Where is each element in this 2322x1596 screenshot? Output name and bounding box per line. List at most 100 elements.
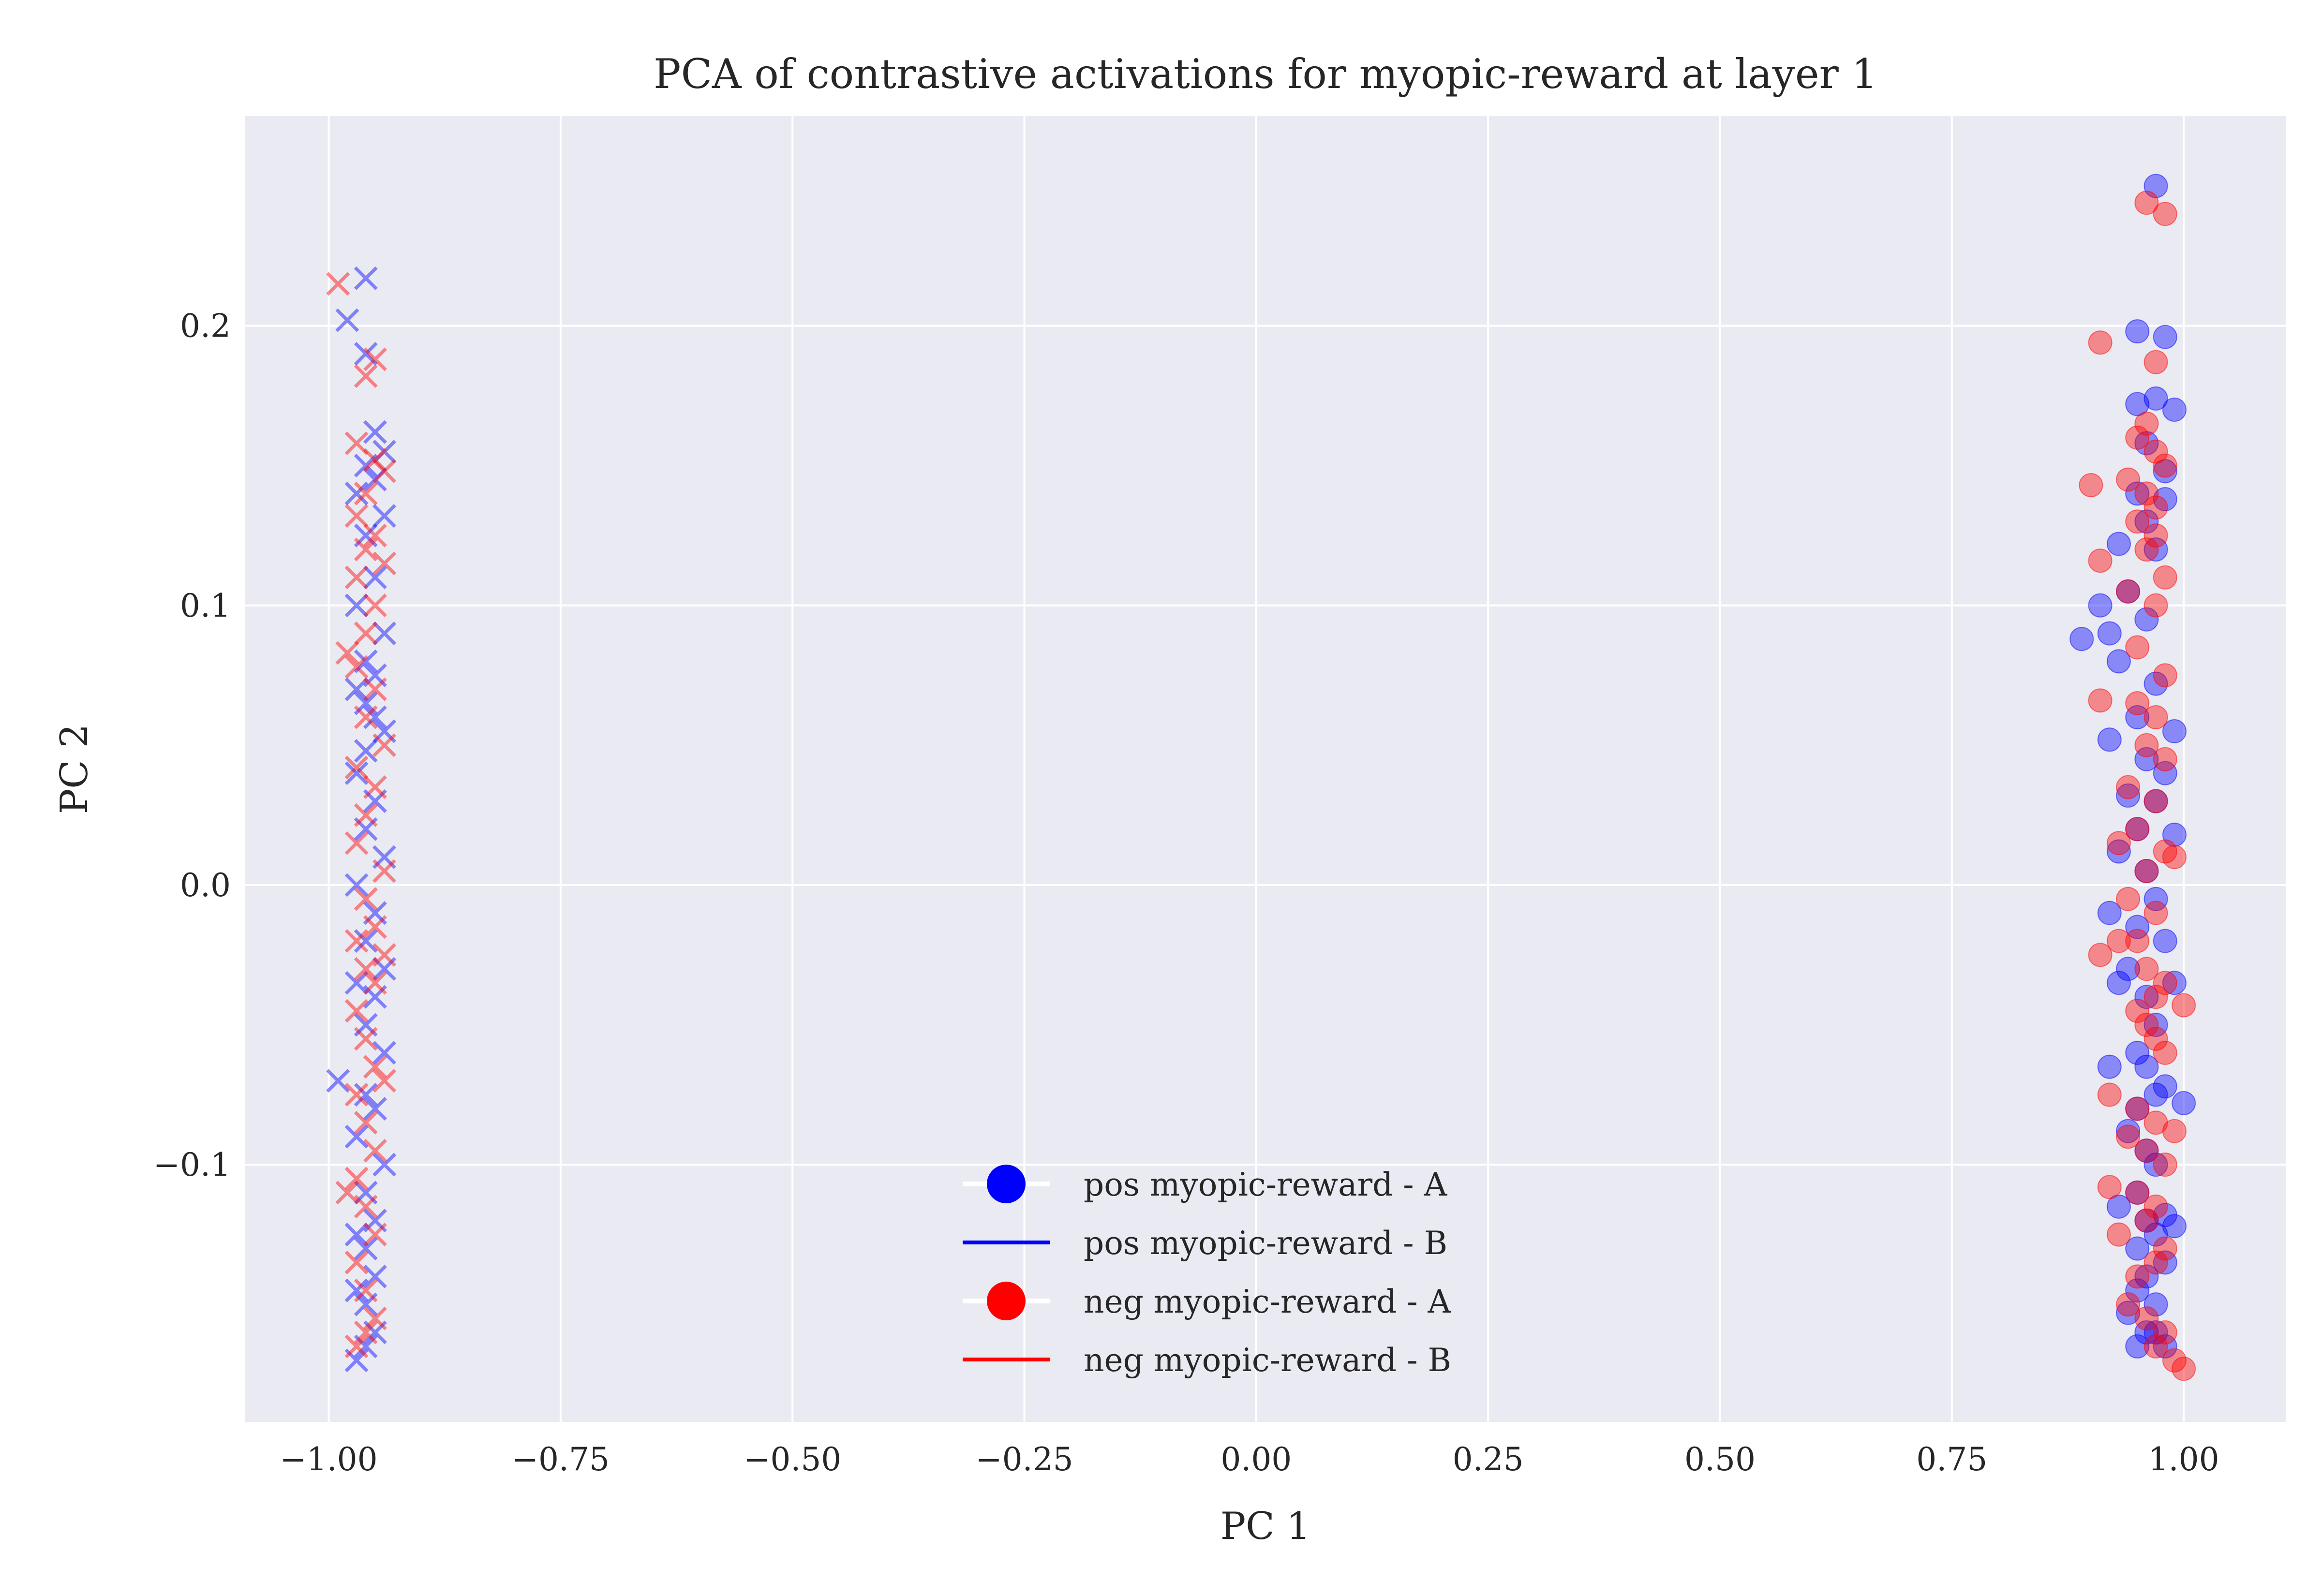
point-neg-myopic-reward---a xyxy=(2079,473,2103,498)
point-pos-myopic-reward---b xyxy=(372,504,397,528)
x-tick-label: 0.00 xyxy=(1221,1441,1292,1478)
point-neg-myopic-reward---b xyxy=(326,272,350,296)
point-pos-myopic-reward---a xyxy=(2153,761,2177,785)
point-neg-myopic-reward---a xyxy=(2134,191,2159,215)
point-pos-myopic-reward---b xyxy=(354,1334,378,1359)
point-neg-myopic-reward---a xyxy=(2134,537,2159,562)
y-axis-ticks: −0.1 0.0 0.1 0.2 xyxy=(153,308,231,1183)
legend-entry: pos myopic-reward - B xyxy=(963,1225,1447,1262)
point-pos-myopic-reward---a xyxy=(2143,1222,2168,1247)
point-pos-myopic-reward---a xyxy=(2143,1153,2168,1177)
point-neg-myopic-reward---a xyxy=(2143,1334,2168,1359)
point-pos-myopic-reward---a xyxy=(2134,1320,2159,1345)
point-neg-myopic-reward---a xyxy=(2143,901,2168,925)
point-neg-myopic-reward---a xyxy=(2153,565,2177,590)
point-neg-myopic-reward---b xyxy=(344,504,369,528)
point-neg-myopic-reward---b xyxy=(363,915,387,939)
point-pos-myopic-reward---a xyxy=(2143,1082,2168,1107)
point-neg-myopic-reward---b xyxy=(354,1195,378,1219)
point-pos-myopic-reward---a xyxy=(2153,1334,2177,1359)
point-neg-myopic-reward---a xyxy=(2162,845,2187,870)
point-neg-myopic-reward---a xyxy=(2153,747,2177,771)
point-neg-myopic-reward---a xyxy=(2153,1236,2177,1261)
point-pos-myopic-reward---a xyxy=(2106,649,2131,674)
point-pos-myopic-reward---a xyxy=(2106,1194,2131,1219)
point-pos-myopic-reward---b xyxy=(354,1181,378,1205)
point-pos-myopic-reward---b xyxy=(344,1124,369,1149)
point-neg-myopic-reward---b xyxy=(363,1138,387,1163)
point-neg-myopic-reward---a xyxy=(2088,548,2113,573)
point-neg-myopic-reward---b xyxy=(363,593,387,618)
y-tick-label: 0.1 xyxy=(180,587,231,624)
legend-label: pos myopic-reward - B xyxy=(1084,1225,1447,1262)
point-pos-myopic-reward---a xyxy=(2097,1054,2122,1079)
point-pos-myopic-reward---b xyxy=(363,789,387,813)
point-neg-myopic-reward---a xyxy=(2143,705,2168,730)
x-axis-ticks: −1.00 −0.75 −0.50 −0.25 0.00 0.25 0.50 0.75 1.00 xyxy=(280,1441,2219,1478)
point-pos-myopic-reward---b xyxy=(344,761,369,785)
point-pos-myopic-reward---b xyxy=(354,1292,378,1316)
point-pos-myopic-reward---b xyxy=(363,663,387,687)
point-pos-myopic-reward---b xyxy=(363,985,387,1009)
point-pos-myopic-reward---a xyxy=(2097,727,2122,752)
point-pos-myopic-reward---b xyxy=(354,341,378,366)
point-pos-myopic-reward---a xyxy=(2106,971,2131,995)
y-axis-label: PC 2 xyxy=(53,724,96,814)
point-neg-myopic-reward---a xyxy=(2125,817,2150,842)
x-tick-label: −0.75 xyxy=(512,1441,610,1478)
point-pos-myopic-reward---a xyxy=(2153,325,2177,349)
point-pos-myopic-reward---b xyxy=(363,468,387,492)
point-neg-myopic-reward---b xyxy=(344,1083,369,1107)
point-neg-myopic-reward---a xyxy=(2116,579,2141,604)
point-pos-myopic-reward---a xyxy=(2088,593,2113,618)
legend-marker xyxy=(987,1282,1026,1320)
point-neg-myopic-reward---a xyxy=(2134,733,2159,757)
point-pos-myopic-reward---b xyxy=(354,1237,378,1261)
point-neg-myopic-reward---a xyxy=(2153,971,2177,995)
x-tick-label: 0.25 xyxy=(1453,1441,1524,1478)
point-pos-myopic-reward---b xyxy=(354,266,378,290)
legend-marker xyxy=(987,1165,1026,1203)
point-pos-myopic-reward---a xyxy=(2153,459,2177,484)
plot-area xyxy=(245,116,2286,1422)
point-neg-myopic-reward---a xyxy=(2143,1250,2168,1275)
point-neg-myopic-reward---b xyxy=(372,859,397,883)
point-neg-myopic-reward---a xyxy=(2106,831,2131,856)
point-neg-myopic-reward---a xyxy=(2088,943,2113,967)
point-neg-myopic-reward---a xyxy=(2162,1348,2187,1373)
point-pos-myopic-reward---a xyxy=(2143,671,2168,696)
y-tick-label: 0.2 xyxy=(180,308,231,345)
point-neg-myopic-reward---b xyxy=(372,1069,397,1093)
point-pos-myopic-reward---a xyxy=(2125,915,2150,939)
point-neg-myopic-reward---a xyxy=(2134,411,2159,436)
point-pos-myopic-reward---a xyxy=(2125,481,2150,506)
point-pos-myopic-reward---a xyxy=(2172,1091,2196,1115)
point-neg-myopic-reward---a xyxy=(2116,467,2141,492)
point-neg-myopic-reward---b xyxy=(344,999,369,1023)
point-neg-myopic-reward---a xyxy=(2125,509,2150,534)
legend-label: neg myopic-reward - A xyxy=(1084,1283,1452,1320)
point-neg-myopic-reward---a xyxy=(2106,929,2131,953)
y-tick-label: −0.1 xyxy=(153,1146,231,1183)
point-pos-myopic-reward---a xyxy=(2162,971,2187,995)
point-neg-myopic-reward---b xyxy=(363,775,387,799)
point-pos-myopic-reward---b xyxy=(335,308,359,332)
point-neg-myopic-reward---b xyxy=(354,1320,378,1345)
point-neg-myopic-reward---a xyxy=(2088,330,2113,355)
point-pos-myopic-reward---b xyxy=(354,523,378,547)
point-pos-myopic-reward---b xyxy=(354,817,378,841)
point-neg-myopic-reward---a xyxy=(2134,1208,2159,1233)
y-tick-label: 0.0 xyxy=(180,867,231,904)
point-pos-myopic-reward---b xyxy=(372,621,397,646)
point-neg-myopic-reward---b xyxy=(372,943,397,967)
point-pos-myopic-reward---b xyxy=(372,1153,397,1177)
point-pos-myopic-reward---b xyxy=(363,420,387,444)
point-neg-myopic-reward---b xyxy=(344,1167,369,1191)
legend: pos myopic-reward - A pos myopic-reward -… xyxy=(963,1165,1452,1379)
point-pos-myopic-reward---b xyxy=(372,1041,397,1065)
point-pos-myopic-reward---b xyxy=(354,929,378,953)
point-neg-myopic-reward---b xyxy=(363,347,387,371)
point-neg-myopic-reward---a xyxy=(2143,1026,2168,1051)
point-neg-myopic-reward---b xyxy=(344,655,369,679)
point-pos-myopic-reward---a xyxy=(2143,386,2168,411)
